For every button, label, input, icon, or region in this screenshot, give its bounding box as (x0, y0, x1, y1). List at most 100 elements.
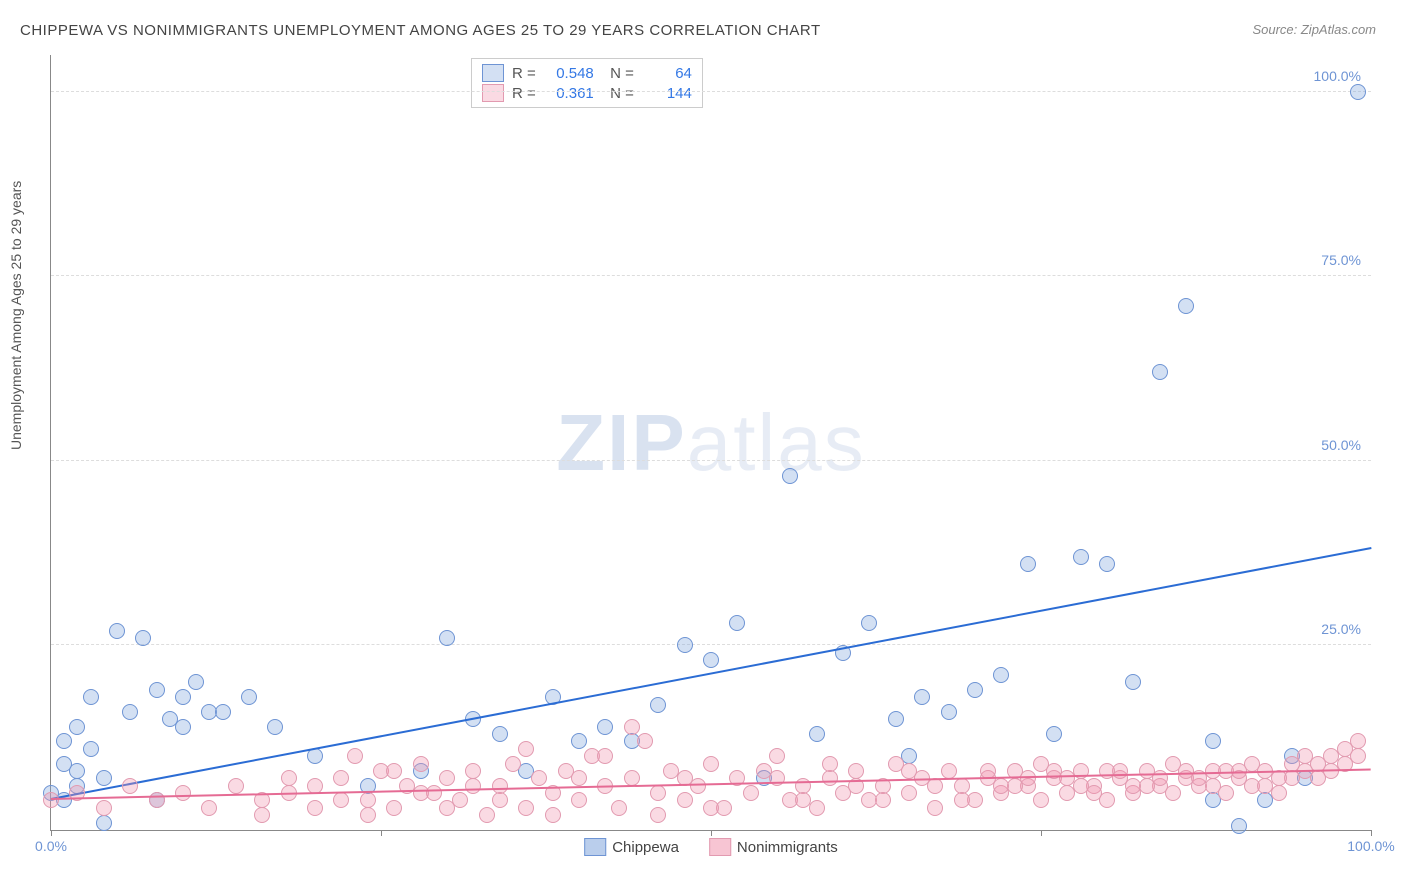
data-point (1231, 818, 1247, 834)
data-point (809, 726, 825, 742)
y-tick-label: 50.0% (1321, 437, 1361, 453)
data-point (954, 792, 970, 808)
data-point (439, 800, 455, 816)
data-point (677, 792, 693, 808)
gridline (51, 460, 1371, 461)
data-point (122, 778, 138, 794)
data-point (993, 778, 1009, 794)
y-axis-label: Unemployment Among Ages 25 to 29 years (8, 181, 24, 450)
n-label: N = (602, 65, 634, 82)
r-value: 0.548 (544, 65, 594, 82)
chart-title: CHIPPEWA VS NONIMMIGRANTS UNEMPLOYMENT A… (20, 22, 821, 39)
data-point (241, 689, 257, 705)
data-point (927, 800, 943, 816)
x-tick-mark (711, 830, 712, 836)
data-point (782, 468, 798, 484)
data-point (188, 674, 204, 690)
data-point (347, 748, 363, 764)
data-point (56, 733, 72, 749)
r-label: R = (512, 85, 536, 102)
data-point (267, 719, 283, 735)
data-point (175, 785, 191, 801)
data-point (531, 770, 547, 786)
data-point (597, 719, 613, 735)
data-point (83, 741, 99, 757)
legend-swatch (584, 838, 606, 856)
r-value: 0.361 (544, 85, 594, 102)
data-point (571, 733, 587, 749)
data-point (597, 748, 613, 764)
data-point (96, 800, 112, 816)
data-point (492, 792, 508, 808)
gridline (51, 275, 1371, 276)
data-point (386, 800, 402, 816)
source-attribution: Source: ZipAtlas.com (1252, 22, 1376, 37)
data-point (439, 770, 455, 786)
plot-area: ZIPatlas R = 0.548 N = 64R = 0.361 N = 1… (50, 55, 1371, 831)
data-point (1020, 770, 1036, 786)
legend-item: Nonimmigrants (709, 838, 838, 856)
y-tick-label: 25.0% (1321, 621, 1361, 637)
data-point (175, 689, 191, 705)
y-tick-label: 75.0% (1321, 252, 1361, 268)
x-tick-mark (1371, 830, 1372, 836)
data-point (941, 704, 957, 720)
n-value: 64 (642, 65, 692, 82)
data-point (822, 770, 838, 786)
data-point (822, 756, 838, 772)
data-point (993, 667, 1009, 683)
data-point (215, 704, 231, 720)
data-point (1033, 792, 1049, 808)
data-point (1046, 726, 1062, 742)
data-point (333, 792, 349, 808)
series-swatch (482, 64, 504, 82)
stats-row: R = 0.548 N = 64 (482, 63, 692, 83)
data-point (861, 615, 877, 631)
x-tick-mark (1041, 830, 1042, 836)
data-point (650, 697, 666, 713)
gridline (51, 644, 1371, 645)
data-point (465, 763, 481, 779)
data-point (624, 719, 640, 735)
data-point (386, 763, 402, 779)
data-point (69, 763, 85, 779)
data-point (505, 756, 521, 772)
data-point (571, 770, 587, 786)
y-tick-label: 100.0% (1314, 68, 1361, 84)
gridline (51, 91, 1371, 92)
data-point (769, 770, 785, 786)
data-point (360, 792, 376, 808)
x-tick-mark (51, 830, 52, 836)
legend-swatch (709, 838, 731, 856)
data-point (1205, 778, 1221, 794)
data-point (83, 689, 99, 705)
data-point (888, 711, 904, 727)
data-point (545, 807, 561, 823)
data-point (149, 682, 165, 698)
data-point (96, 815, 112, 831)
data-point (743, 785, 759, 801)
data-point (901, 785, 917, 801)
data-point (967, 682, 983, 698)
data-point (729, 615, 745, 631)
data-point (413, 785, 429, 801)
data-point (637, 733, 653, 749)
data-point (1350, 84, 1366, 100)
watermark-zip: ZIP (556, 398, 686, 487)
data-point (96, 770, 112, 786)
data-point (703, 652, 719, 668)
x-tick-label: 100.0% (1347, 838, 1394, 854)
data-point (413, 756, 429, 772)
data-point (650, 785, 666, 801)
x-tick-label: 0.0% (35, 838, 67, 854)
x-tick-mark (381, 830, 382, 836)
legend-item: Chippewa (584, 838, 679, 856)
data-point (1310, 770, 1326, 786)
legend-label: Nonimmigrants (737, 839, 838, 856)
data-point (1073, 549, 1089, 565)
data-point (228, 778, 244, 794)
data-point (1257, 778, 1273, 794)
r-label: R = (512, 65, 536, 82)
data-point (1350, 733, 1366, 749)
data-point (465, 778, 481, 794)
